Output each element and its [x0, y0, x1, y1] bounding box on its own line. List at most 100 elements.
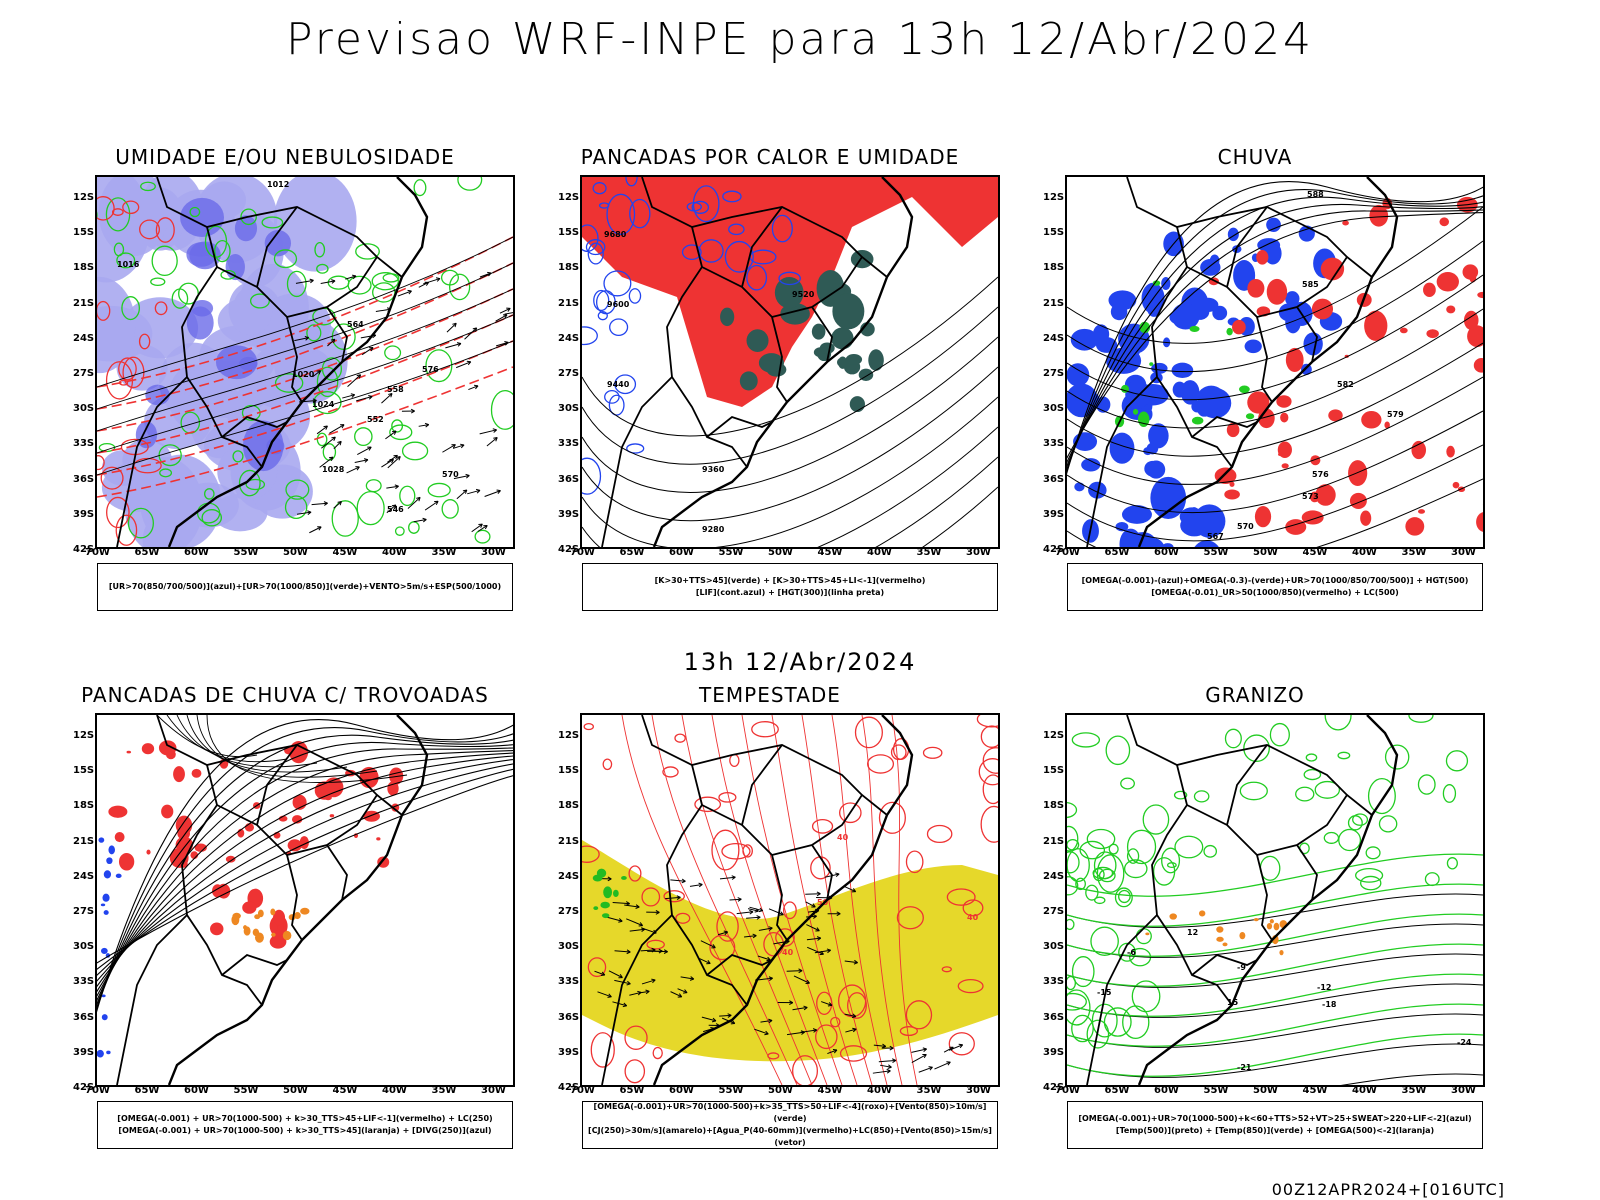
contour-line — [771, 715, 858, 1085]
shaded-area — [739, 371, 758, 391]
contour-label: 12 — [1187, 928, 1198, 937]
contour-label: 1016 — [117, 260, 140, 269]
shaded-area — [1151, 362, 1168, 374]
lon-tick-label: 50W — [768, 547, 793, 558]
shaded-area — [161, 804, 174, 819]
shaded-area — [1067, 363, 1090, 387]
contour-line — [1135, 928, 1152, 945]
contour-line — [1122, 1005, 1150, 1040]
wind-vector — [422, 517, 427, 523]
wind-vector — [886, 1068, 891, 1074]
streamline — [97, 719, 513, 1013]
wind-vector — [452, 444, 465, 449]
contour-line — [365, 479, 382, 493]
shaded-area — [1171, 362, 1194, 378]
wind-vector — [612, 1001, 627, 1007]
country-border — [706, 415, 773, 438]
wind-vector — [749, 909, 754, 915]
wind-vector — [744, 935, 757, 938]
wind-vector — [387, 454, 398, 463]
contour-line — [249, 293, 270, 309]
contour-line — [1071, 732, 1101, 748]
lat-tick-label: 30S — [73, 941, 95, 953]
contour-line — [801, 715, 873, 1085]
map-panel-1: UMIDADE E/OU NEBULOSIDADE 1012 1016 1020 102… — [55, 145, 515, 625]
streamline — [1067, 209, 1483, 464]
map-panel-3: CHUVA 588 585 582 579 576 573 570 567 12S 15S 18S 21… — [1025, 145, 1485, 625]
lat-tick-label: 15S — [1043, 765, 1065, 777]
wind-vector — [635, 904, 640, 909]
wind-vector — [407, 289, 412, 295]
wind-vector — [506, 307, 511, 312]
country-border — [811, 844, 833, 901]
contour-line — [232, 450, 244, 463]
country-border — [286, 794, 378, 856]
streamline — [1067, 203, 1483, 468]
shaded-area — [101, 1014, 108, 1021]
contour-line — [724, 240, 754, 273]
wind-vector — [435, 277, 441, 282]
shaded-area — [1469, 272, 1477, 283]
contour-line — [582, 366, 998, 522]
contour-line — [751, 721, 779, 738]
contour-line — [626, 443, 645, 454]
wind-vector — [311, 502, 328, 506]
contour-line — [314, 241, 326, 258]
lat-tick-label: 39S — [1043, 1046, 1065, 1058]
country-border — [1256, 256, 1348, 318]
lat-tick-label: 21S — [73, 297, 95, 309]
lat-tick-label: 36S — [1043, 473, 1065, 485]
contour-line — [675, 912, 691, 924]
contour-line — [115, 514, 138, 546]
shaded-area — [1423, 282, 1436, 298]
contour-label: 40 — [782, 948, 794, 957]
wind-vector — [375, 308, 391, 313]
contour-line — [837, 984, 867, 1018]
wind-vector — [805, 979, 810, 984]
wind-vector — [597, 991, 612, 998]
contour-line — [382, 273, 400, 283]
wind-vector — [493, 437, 498, 442]
lon-tick-label: 50W — [283, 1085, 308, 1096]
wind-vector — [747, 908, 759, 912]
contour-line — [286, 270, 307, 298]
lon-tick-label: 60W — [669, 547, 694, 558]
contour-line — [240, 208, 257, 226]
shaded-area — [1109, 432, 1135, 464]
wind-vector — [723, 930, 729, 936]
contour-line — [355, 243, 380, 260]
map-area: 1012 1016 1020 1024 1028 576 570 564 558 552 546 — [95, 175, 515, 549]
wind-vector — [492, 428, 497, 433]
country-border — [326, 306, 348, 363]
lat-tick-label: 15S — [73, 765, 95, 777]
contour-line — [1086, 1019, 1110, 1049]
lon-tick-label: 55W — [233, 1085, 259, 1096]
shaded-area — [1247, 391, 1270, 414]
wind-vector — [786, 970, 803, 972]
contour-line — [118, 357, 137, 381]
wind-vector — [651, 978, 656, 984]
map-svg: 9680 9600 9520 9440 9360 9280 — [582, 177, 998, 547]
contour-label: 558 — [387, 385, 404, 394]
shaded-area — [228, 282, 273, 336]
lon-tick-label: 60W — [1154, 1085, 1179, 1096]
contour-label: 579 — [1387, 410, 1404, 419]
lon-tick-label: 30W — [966, 547, 991, 558]
shaded-area — [1137, 411, 1150, 428]
contour-line — [1446, 857, 1458, 870]
wind-vector — [466, 360, 472, 366]
contour-line — [1067, 918, 1075, 931]
contour-line — [718, 791, 737, 803]
contour-line — [691, 200, 710, 214]
wind-vector — [819, 950, 824, 956]
wind-vector — [701, 1016, 717, 1022]
lat-tick-label: 18S — [558, 800, 580, 812]
wind-vector — [312, 398, 317, 404]
shaded-area — [294, 912, 301, 920]
country-border — [1086, 376, 1158, 547]
wind-vector — [816, 936, 822, 941]
lon-tick-label: 60W — [184, 1085, 209, 1096]
lat-tick-label: 30S — [1043, 941, 1065, 953]
streamline — [97, 775, 513, 964]
contour-line — [1153, 857, 1176, 886]
